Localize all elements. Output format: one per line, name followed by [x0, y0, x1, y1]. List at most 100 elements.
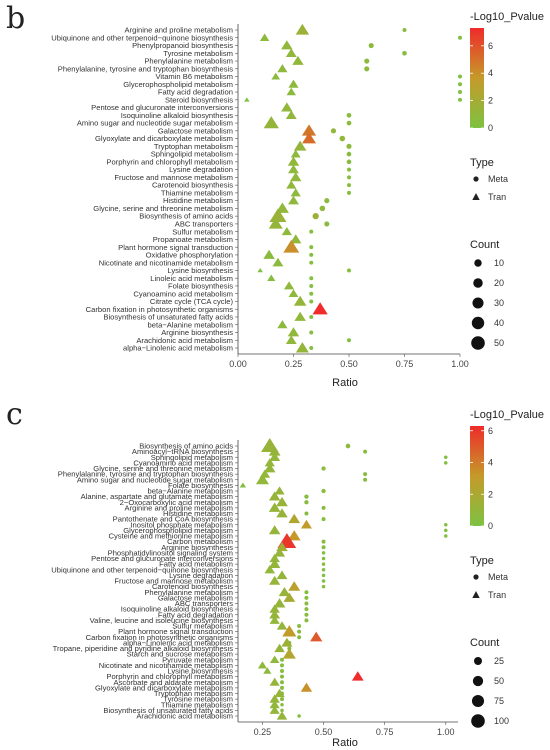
y-tick-label: Glycine, serine and threonine metabolism — [93, 464, 233, 473]
meta-point — [280, 708, 284, 713]
panel-c-marks — [239, 438, 448, 720]
meta-point — [321, 551, 326, 555]
meta-point — [309, 283, 314, 288]
tran-point — [263, 116, 279, 129]
tran-point — [286, 180, 297, 189]
y-tick-label: Glycerophospholipid metabolism — [123, 526, 233, 535]
y-tick-label: Nicotinate and nicotinamide metabolism — [99, 258, 233, 267]
y-tick-label: Isoquinoline alkaloid biosynthesis — [121, 605, 233, 614]
y-tick-label: Glyoxylate and dicarboxylate metabolism — [95, 134, 233, 143]
tran-point — [264, 458, 275, 467]
size-legend-circle — [471, 694, 485, 708]
y-tick-label: Lysine biosynthesis — [167, 266, 233, 275]
meta-point — [280, 674, 284, 679]
y-tick-label: Cyanoamino acid metabolism — [133, 289, 233, 298]
tran-point — [269, 677, 280, 686]
meta-point — [319, 205, 326, 212]
tran-point — [283, 239, 300, 253]
meta-point — [304, 595, 309, 600]
meta-point — [309, 276, 314, 281]
color-legend-bar — [470, 28, 484, 128]
meta-point — [280, 680, 284, 685]
y-tick-label: Sphingolipid metabolism — [151, 453, 233, 462]
type-legend-circle-icon — [473, 574, 479, 580]
panel-c-x-axis-title: Ratio — [332, 737, 358, 749]
y-tick-label: Arginine and proline metabolism — [125, 26, 233, 35]
meta-point — [312, 213, 319, 220]
meta-point — [346, 143, 352, 149]
meta-point — [458, 74, 462, 79]
meta-point — [347, 167, 351, 172]
tran-point — [294, 311, 306, 321]
size-legend-circle — [471, 714, 485, 728]
y-tick-label: Tyrosine metabolism — [163, 49, 233, 58]
tran-point — [268, 558, 281, 569]
y-tick-label: Biosynthesis of amino acids — [139, 442, 233, 451]
tran-point — [273, 598, 286, 608]
y-tick-label: alpha−Linolenic acid metabolism — [123, 638, 233, 647]
tran-point — [278, 587, 291, 597]
meta-point — [458, 97, 462, 102]
size-legend-label: 25 — [494, 656, 504, 666]
meta-point — [368, 42, 374, 49]
type-legend-circle-icon — [473, 176, 479, 182]
tran-point — [300, 682, 313, 692]
tran-point — [244, 97, 250, 102]
size-legend-label: 50 — [494, 338, 504, 348]
y-tick-label: Lysine degradation — [169, 165, 233, 174]
tran-point — [282, 648, 296, 659]
size-legend-circle — [471, 336, 485, 350]
tran-point — [268, 217, 283, 229]
meta-point — [304, 607, 309, 612]
y-tick-label: Arginine and proline metabolism — [125, 503, 233, 512]
color-legend-bar — [470, 426, 484, 526]
meta-point — [321, 488, 326, 494]
type-legend-title: Type — [470, 555, 494, 567]
meta-point — [321, 579, 326, 583]
meta-point — [346, 151, 352, 157]
meta-point — [346, 120, 352, 126]
meta-point — [347, 183, 351, 188]
y-tick-label: Folate biosynthesis — [168, 282, 233, 291]
tran-point — [268, 491, 281, 501]
tran-point — [285, 48, 297, 57]
y-tick-label: Carotenoid biosynthesis — [152, 181, 233, 190]
y-tick-label: Porphyrin and chlorophyll metabolism — [106, 157, 233, 166]
meta-point — [309, 330, 314, 335]
x-tick-label: 0.00 — [229, 359, 247, 369]
y-tick-label: Biosynthesis of unsaturated fatty acids — [103, 313, 233, 322]
meta-point — [309, 229, 314, 234]
y-tick-label: Cysteine and methionine metabolism — [108, 532, 233, 541]
y-tick-label: beta−Alanine metabolism — [148, 487, 233, 496]
meta-point — [458, 82, 462, 87]
y-tick-label: Pentose and glucuronate interconversions — [91, 554, 233, 563]
y-tick-label: Biosynthesis of unsaturated fatty acids — [103, 706, 233, 715]
tran-point — [269, 700, 280, 709]
meta-point — [280, 669, 284, 673]
tran-point — [277, 320, 288, 329]
color-legend-label: 2 — [488, 489, 493, 499]
meta-point — [280, 657, 284, 662]
meta-point — [347, 175, 351, 180]
tran-point — [276, 621, 288, 630]
size-legend-circle — [471, 316, 485, 330]
meta-point — [304, 500, 309, 505]
tran-point — [288, 79, 299, 88]
y-tick-label: Fatty acid degradation — [158, 88, 233, 97]
meta-point — [280, 663, 284, 668]
tran-point — [281, 40, 293, 50]
type-legend-label: Meta — [488, 174, 508, 184]
meta-point — [363, 472, 368, 477]
y-tick-label: Fatty acid degradation — [158, 610, 233, 619]
tran-point — [282, 625, 297, 637]
tran-point — [239, 482, 247, 488]
tran-point — [293, 140, 307, 151]
size-legend-label: 40 — [494, 318, 504, 328]
meta-point — [297, 635, 302, 640]
meta-point — [321, 562, 326, 566]
y-tick-label: Carbon metabolism — [167, 537, 233, 546]
y-tick-label: alpha−Linolenic acid metabolism — [123, 344, 233, 353]
meta-point — [324, 221, 330, 227]
x-tick-label: 0.25 — [285, 359, 303, 369]
meta-point — [321, 556, 326, 561]
